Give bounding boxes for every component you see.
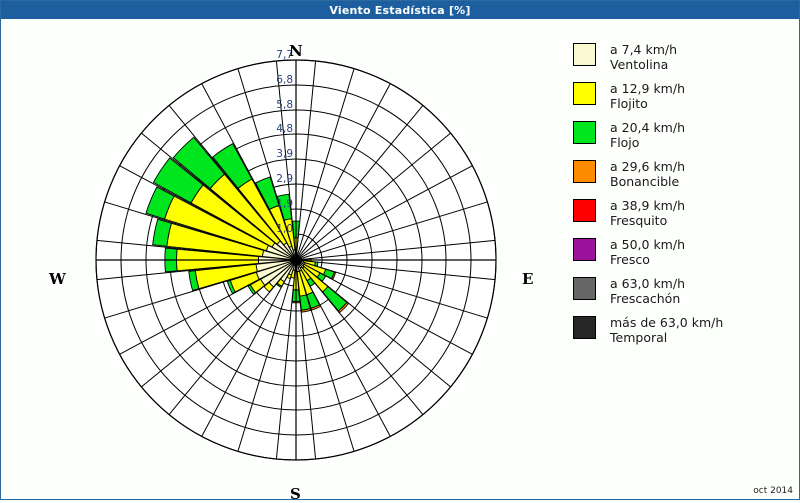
wind-sector-segment (152, 218, 172, 247)
legend-name: Fresquito (610, 213, 668, 228)
legend-swatch (573, 316, 596, 339)
window-titlebar: Viento Estadística [%] (1, 1, 799, 19)
legend-label: a 38,9 km/h Fresquito (610, 198, 685, 228)
compass-label-south: S (290, 485, 301, 503)
legend: a 7,4 km/h Ventolina a 12,9 km/h Flojito a 2… (573, 42, 799, 354)
legend-speed: a 12,9 km/h (610, 81, 685, 96)
legend-swatch (573, 277, 596, 300)
legend-speed: a 63,0 km/h (610, 276, 685, 291)
plot-area: 1,0 1,9 2,9 3,9 4,8 5,8 6,8 7,7 N S W E a 7,4 k… (1, 20, 799, 503)
grid-spoke (295, 105, 424, 261)
wind-sector-segment (152, 157, 204, 204)
legend-label: a 63,0 km/h Frescachón (610, 276, 685, 306)
legend-item: más de 63,0 km/h Temporal (573, 315, 799, 345)
wind-sector-segment (295, 252, 299, 257)
legend-label: a 29,6 km/h Bonancible (610, 159, 685, 189)
legend-name: Ventolina (610, 57, 669, 72)
radial-tick-label: 7,7 (276, 49, 293, 61)
wind-sector-segment (276, 193, 293, 221)
legend-item: a 12,9 km/h Flojito (573, 81, 799, 111)
legend-name: Temporal (610, 330, 668, 345)
legend-name: Flojo (610, 135, 640, 150)
legend-speed: más de 63,0 km/h (610, 315, 724, 330)
legend-label: a 7,4 km/h Ventolina (610, 42, 677, 72)
legend-swatch (573, 238, 596, 261)
legend-name: Fresco (610, 252, 650, 267)
wind-sector-segment (247, 284, 257, 295)
wind-sector-segment (337, 301, 350, 314)
wind-sector-segment (172, 136, 226, 190)
grid-spoke (295, 165, 473, 261)
wind-sector-segment (212, 143, 253, 189)
wind-rose-chart: 1,0 1,9 2,9 3,9 4,8 5,8 6,8 7,7 N S W E (1, 20, 561, 503)
legend-label: a 20,4 km/h Flojo (610, 120, 685, 150)
legend-label: a 12,9 km/h Flojito (610, 81, 685, 111)
grid-spoke (295, 201, 488, 261)
legend-speed: a 29,6 km/h (610, 159, 685, 174)
legend-swatch (573, 160, 596, 183)
radial-tick-label: 2,9 (276, 173, 293, 185)
legend-item: a 29,6 km/h Bonancible (573, 159, 799, 189)
radial-tick-label: 5,8 (276, 99, 293, 111)
radial-tick-label: 1,9 (276, 198, 293, 210)
wind-sector-segment (263, 281, 275, 293)
footer-period: oct 2014 (753, 486, 793, 496)
legend-name: Bonancible (610, 174, 680, 189)
wind-sector-segment (254, 176, 280, 210)
legend-label: más de 63,0 km/h Temporal (610, 315, 723, 345)
grid-spoke (295, 132, 451, 261)
radial-tick-label: 1,0 (276, 223, 293, 235)
compass-label-north: N (289, 42, 303, 60)
wind-sector-segment (296, 255, 299, 258)
grid-spoke (295, 83, 391, 261)
legend-speed: a 38,9 km/h (610, 198, 685, 213)
wind-sector-segment (310, 304, 321, 311)
legend-swatch (573, 82, 596, 105)
grid-spoke (295, 239, 496, 261)
grid-axes (95, 59, 497, 461)
compass-label-west: W (49, 270, 66, 288)
grid-spoke (295, 259, 496, 281)
legend-swatch (573, 121, 596, 144)
legend-name: Frescachón (610, 291, 681, 306)
legend-item: a 38,9 km/h Fresquito (573, 198, 799, 228)
radial-tick-label: 4,8 (276, 123, 293, 135)
legend-item: a 63,0 km/h Frescachón (573, 276, 799, 306)
grid-spoke (237, 259, 297, 452)
legend-speed: a 50,0 km/h (610, 237, 685, 252)
wind-sector-segment (145, 186, 175, 220)
wind-sector-segment (188, 270, 200, 292)
radial-tick-label: 6,8 (276, 74, 293, 86)
wind-sector-segment (331, 271, 337, 280)
legend-swatch (573, 199, 596, 222)
legend-item: a 7,4 km/h Ventolina (573, 42, 799, 72)
grid-outer-ring (95, 59, 497, 461)
legend-swatch (573, 43, 596, 66)
legend-label: a 50,0 km/h Fresco (610, 237, 685, 267)
grid-spoke (201, 259, 297, 437)
wind-sector-segment (226, 279, 236, 295)
radial-tick-labels: 1,0 1,9 2,9 3,9 4,8 5,8 6,8 7,7 (276, 49, 293, 235)
legend-item: a 50,0 km/h Fresco (573, 237, 799, 267)
wind-sector-segment (275, 282, 283, 288)
legend-speed: a 7,4 km/h (610, 42, 678, 57)
grid-spoke (295, 68, 355, 261)
legend-name: Flojito (610, 96, 648, 111)
legend-item: a 20,4 km/h Flojo (573, 120, 799, 150)
wind-rose-svg: 1,0 1,9 2,9 3,9 4,8 5,8 6,8 7,7 (95, 49, 497, 461)
radial-tick-label: 3,9 (276, 148, 293, 160)
window-title: Viento Estadística [%] (329, 3, 471, 17)
compass-label-east: E (522, 270, 534, 288)
wind-sector-segment (300, 308, 312, 313)
legend-speed: a 20,4 km/h (610, 120, 685, 135)
